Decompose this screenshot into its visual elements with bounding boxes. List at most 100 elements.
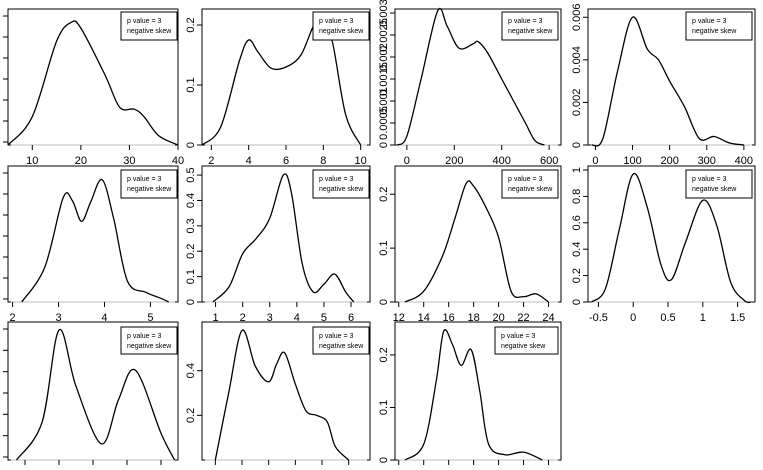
y-tick-label: 0 [378,457,390,463]
y-tick-label: 0.0005 [378,106,390,140]
y-tick-label: 1 [571,167,583,173]
legend-entry: negative skew [501,343,546,350]
legend-box [501,11,559,41]
y-tick-label: 0.6 [571,215,583,230]
x-tick-label: 30 [123,155,135,167]
y-tick-label: 0 [185,299,197,305]
legend: p value = 3 negative skew [685,11,753,41]
x-tick-label: 3 [55,312,61,324]
y-tick-label: 0.4 [185,363,197,378]
x-tick-label: 12 [393,312,405,324]
legend: p value = 3 negative skew [501,11,559,41]
legend-box [120,169,178,199]
legend: p value = 3 negative skew [312,11,370,41]
legend-entry: p value = 3 [127,176,162,183]
legend-box [494,326,559,355]
y-tick-label: 0 [185,142,197,148]
density-curve [201,17,362,146]
x-tick-label: 8 [320,155,326,167]
x-tick-label: 4 [246,155,252,167]
y-tick-label: 0.2 [571,268,583,283]
panel-3: 0 200 400 600 0 0.00050.0010.00150.0020.00250… [378,0,562,167]
legend-entry: negative skew [127,28,172,35]
legend-entry: negative skew [127,343,172,350]
panel-5: 2 3 4 5 p value = 3 negative skew [3,165,179,324]
legend: p value = 3 negative skew [120,326,178,355]
legend-entry: p value = 3 [692,18,727,25]
x-tick-label: 20 [75,155,87,167]
legend-entry: p value = 3 [508,18,543,25]
y-tick-label: 0.3 [185,218,197,233]
legend-entry: negative skew [692,28,737,35]
y-tick-label: 0.1 [185,269,197,284]
x-tick-label: 600 [540,155,558,167]
x-tick-label: 400 [493,155,511,167]
legend: p value = 3 negative skew [685,169,753,199]
x-tick-label: 3 [267,312,273,324]
x-tick-label: 6 [348,312,354,324]
legend: p value = 3 negative skew [312,169,370,199]
legend-entry: p value = 3 [319,333,354,340]
density-curve [15,329,176,461]
y-tick-label: 0.2 [378,347,390,362]
density-curve [404,180,549,303]
panel-9: p value = 3 negative skew [3,321,179,465]
y-tick-label: 0.5 [185,167,197,182]
legend-box [501,169,559,199]
x-tick-label: 0 [630,312,636,324]
y-tick-label: 0.4 [571,242,583,257]
x-tick-label: 5 [321,312,327,324]
legend-entry: negative skew [508,28,553,35]
x-tick-label: 4 [101,312,107,324]
x-tick-label: 200 [445,155,463,167]
x-tick-label: 200 [660,155,678,167]
x-tick-label: 1 [212,312,218,324]
y-tick-label: 0.2 [185,244,197,259]
y-tick-label: 0.8 [571,189,583,204]
x-tick-label: 100 [623,155,641,167]
y-tick-label: 0 [571,142,583,148]
legend: p value = 3 negative skew [501,169,559,199]
legend-box [312,169,370,199]
legend: p value = 3 negative skew [120,11,178,41]
x-tick-label: 14 [418,312,430,324]
panel-7: 12 14 16 18 20 22 24 0 0.1 0.2 p value = 3 negative… [378,165,562,324]
x-tick-label: 2 [10,312,16,324]
legend-entry: p value = 3 [319,18,354,25]
legend-box [120,326,178,355]
x-tick-label: 300 [698,155,716,167]
legend: p value = 3 negative skew [494,326,559,355]
legend-entry: p value = 3 [127,18,162,25]
y-tick-label: 0.1 [378,400,390,415]
density-curve [214,329,350,461]
x-tick-label: 1.5 [730,312,745,324]
legend-entry: p value = 3 [319,176,354,183]
x-tick-label: 16 [443,312,455,324]
legend: p value = 3 negative skew [120,169,178,199]
legend-entry: negative skew [692,186,737,193]
x-tick-label: 400 [735,155,753,167]
x-tick-label: 10 [355,155,367,167]
legend-entry: p value = 3 [508,176,543,183]
x-tick-label: 18 [468,312,480,324]
legend-entry: negative skew [127,186,172,193]
y-tick-label: 0.1 [378,240,390,255]
y-tick-label: 0.003 [378,0,390,27]
density-curve [591,173,752,304]
density-curve [7,20,179,146]
legend: p value = 3 negative skew [312,326,370,355]
x-tick-label: 0 [404,155,410,167]
panel-6: 1 2 3 4 5 6 0 0.1 0.2 0.3 0.4 0.5 p value = 3 negativ… [185,165,371,324]
panel-11: 0 0.1 0.2 p value = 3 negative skew [378,321,562,465]
legend-box [312,326,370,355]
x-tick-label: 4 [294,312,300,324]
legend-entry: negative skew [508,186,553,193]
x-tick-label: 22 [517,312,529,324]
panel-10: 0.2 0.4 p value = 3 negative skew [185,321,371,465]
density-curve [404,329,543,461]
density-curve [212,173,355,303]
x-tick-label: 6 [283,155,289,167]
legend-box [685,169,753,199]
panel-4: 0 100 200 300 400 0 0.002 0.004 0.006 p value = 3… [571,3,756,167]
x-tick-label: 20 [492,312,504,324]
